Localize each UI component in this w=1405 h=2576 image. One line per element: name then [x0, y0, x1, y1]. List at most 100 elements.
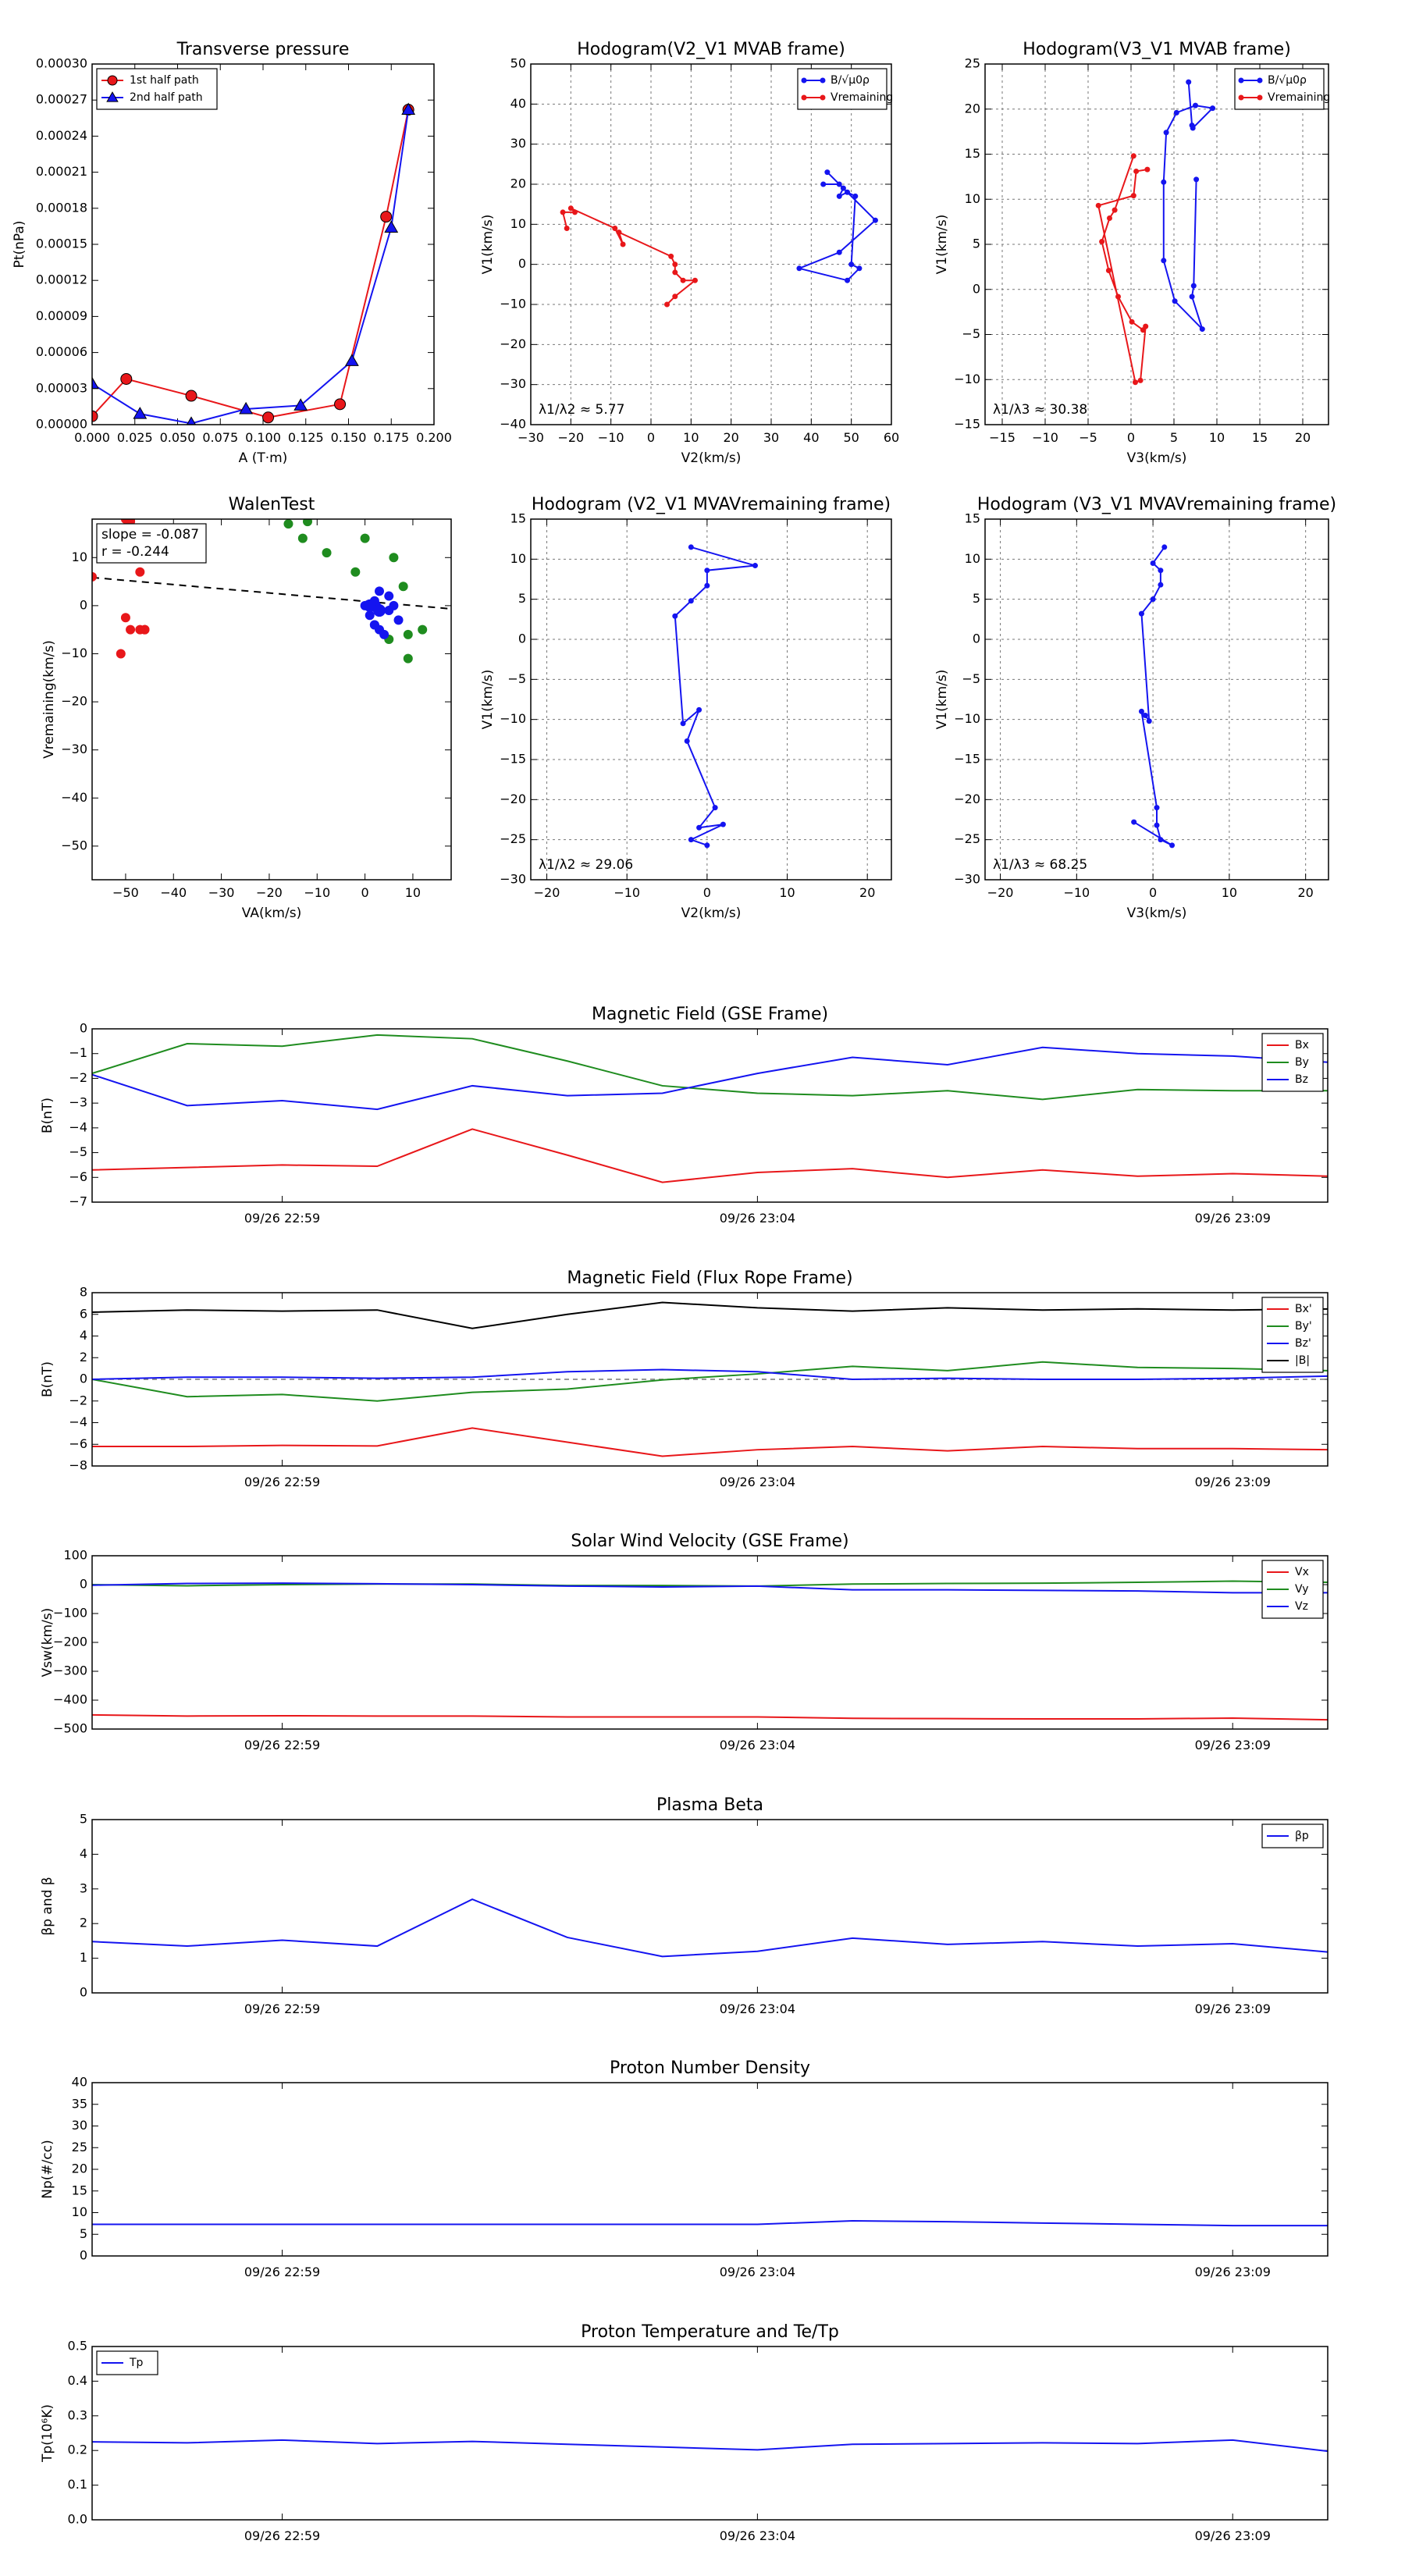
legend-label: Bz': [1295, 1337, 1311, 1350]
chart-title: Transverse pressure: [176, 40, 350, 59]
y-tick-label: −400: [53, 1692, 87, 1707]
legend-label: Vx: [1295, 1566, 1309, 1578]
y-tick-label: 5: [973, 237, 980, 251]
data-point: [133, 407, 148, 419]
axes-frame: [91, 1819, 1329, 1994]
y-tick-label: 10: [72, 550, 87, 564]
chart-tp: Transverse pressure 0.00000 0.00003 0.00006…: [12, 40, 452, 466]
y-tick-label: 20: [965, 101, 980, 116]
data-point: [1105, 267, 1112, 273]
legend: B/√μ0ρ Vremaining: [797, 68, 893, 110]
axes-frame: [91, 1555, 1329, 1730]
y-tick-label: 4: [80, 1846, 87, 1861]
y-tick-label: 0: [80, 1021, 87, 1036]
x-tick-label: −10: [598, 430, 624, 445]
x-tick-label: −10: [1032, 430, 1058, 445]
legend-marker: [820, 94, 826, 101]
y-tick-label: 5: [518, 591, 526, 606]
data-point: [403, 629, 413, 639]
data-point: [262, 411, 275, 424]
data-point: [1190, 125, 1196, 131]
data-point: [1193, 176, 1200, 183]
x-tick-label: 20: [1295, 430, 1311, 445]
data-point: [688, 837, 694, 843]
x-tick-label: 10: [1209, 430, 1225, 445]
legend-box: [96, 68, 218, 110]
y-tick-label: 20: [510, 176, 526, 191]
y-tick-label: 0: [518, 256, 526, 271]
y-tick-label: −6: [69, 1436, 87, 1451]
x-tick-label: 0.150: [331, 430, 367, 445]
legend-marker: [1257, 77, 1263, 84]
x-tick-label: −10: [1063, 885, 1090, 900]
data-point: [1130, 193, 1136, 199]
data-point: [567, 205, 574, 212]
y-tick-label: 3: [80, 1880, 87, 1895]
data-point: [120, 372, 133, 385]
data-point: [1095, 202, 1101, 208]
legend-marker: [106, 91, 119, 102]
y-tick-label: −5: [962, 326, 980, 341]
data-point: [720, 821, 726, 827]
data-point: [692, 277, 698, 283]
axes-frame: [984, 518, 1329, 881]
y-tick-label: 0.00024: [36, 128, 87, 143]
legend-label: |B|: [1295, 1354, 1310, 1367]
y-tick-label: 5: [80, 1812, 87, 1827]
data-point: [1099, 239, 1105, 245]
data-point: [668, 253, 674, 259]
legend-marker: [1238, 94, 1244, 101]
data-point: [1133, 379, 1138, 386]
chart-ts6: Proton Temperature and Te/Tp 0.0 0.1 0.2 0.3…: [40, 2322, 1329, 2543]
y-tick-label: 0: [80, 2248, 87, 2263]
y-tick-label: −500: [53, 1721, 87, 1736]
y-axis-label: Vremaining(km/s): [41, 640, 57, 759]
data-point: [92, 571, 97, 582]
plot-area: [560, 169, 878, 308]
data-point: [120, 613, 130, 623]
data-point: [1161, 544, 1168, 550]
chart-ts1: Magnetic Field (GSE Frame) −7 −6 −5 −4 −3 −2 −1…: [40, 1005, 1329, 1226]
x-tick-label: 0.025: [117, 430, 153, 445]
data-point: [380, 211, 393, 223]
series-line: [674, 546, 756, 846]
annotation-text: r = -0.244: [101, 544, 169, 560]
y-tick-label: 0.00030: [36, 56, 87, 71]
data-point: [664, 301, 670, 308]
chart-title: Magnetic Field (Flux Rope Frame): [567, 1268, 852, 1288]
legend-box: [1234, 68, 1325, 110]
x-axis-label: VA(km/s): [242, 906, 301, 921]
data-point: [688, 544, 694, 550]
chart-ts3: Solar Wind Velocity (GSE Frame) −500 −400 −…: [40, 1532, 1329, 1752]
plot-area: [92, 1301, 1328, 1457]
y-tick-label: 30: [72, 2118, 87, 2133]
x-tick-label: 09/26 22:59: [244, 1211, 320, 1226]
y-tick-label: 0.00000: [36, 417, 87, 432]
legend-label: βp: [1295, 1830, 1309, 1842]
y-tick-label: 15: [72, 2183, 87, 2197]
data-point: [712, 805, 718, 811]
y-tick-label: −300: [53, 1663, 87, 1678]
y-tick-label: −40: [61, 790, 87, 805]
axes-frame: [91, 1292, 1329, 1467]
axes-frame: [91, 2346, 1329, 2521]
plot-area: [92, 1898, 1328, 1958]
y-tick-label: −4: [69, 1119, 87, 1134]
y-tick-label: 4: [80, 1328, 87, 1343]
data-point: [116, 510, 126, 519]
data-point: [1193, 102, 1198, 109]
x-tick-label: 09/26 23:09: [1195, 1738, 1271, 1752]
x-tick-label: −10: [614, 885, 640, 900]
y-tick-label: 10: [510, 216, 526, 231]
x-tick-label: −40: [160, 885, 187, 900]
data-point: [616, 229, 622, 236]
x-tick-label: 0.175: [373, 430, 409, 445]
legend-label: Vz: [1295, 1600, 1308, 1613]
axes-frame: [91, 2082, 1329, 2257]
data-point: [322, 548, 332, 558]
x-tick-label: 09/26 23:09: [1195, 1211, 1271, 1226]
y-tick-label: −25: [954, 831, 980, 846]
data-point: [824, 169, 831, 176]
data-point: [1130, 153, 1136, 159]
data-point: [1173, 109, 1179, 116]
